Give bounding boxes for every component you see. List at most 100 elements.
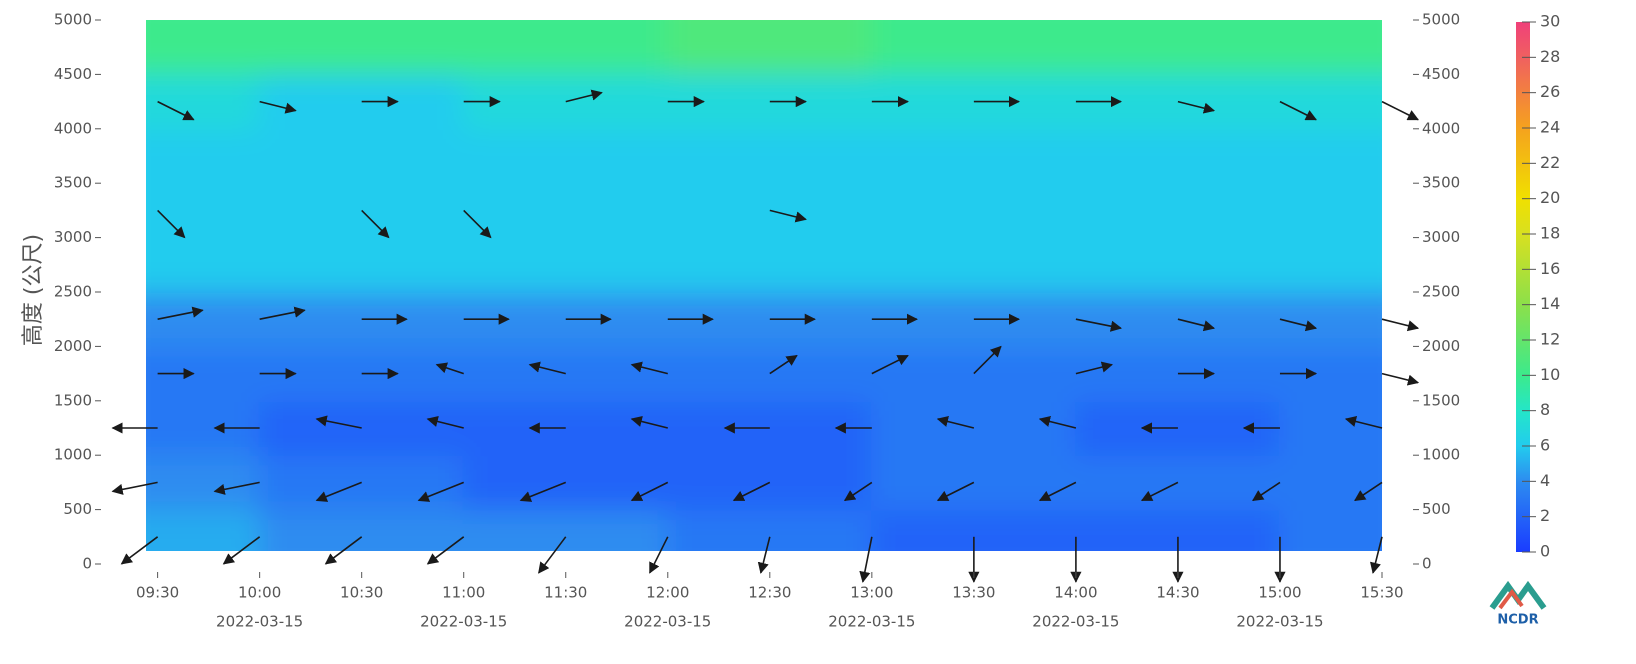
heat-cell bbox=[1278, 127, 1382, 185]
wind-arrow bbox=[1381, 100, 1420, 121]
wind-arrow bbox=[157, 100, 195, 121]
wind-arrow bbox=[1038, 416, 1077, 429]
heat-cell bbox=[1278, 20, 1382, 75]
y-tick-label: 3000 bbox=[54, 228, 92, 246]
heat-cell bbox=[258, 127, 465, 185]
wind-arrow bbox=[435, 362, 464, 375]
y-tick-label: 2500 bbox=[54, 283, 92, 301]
x-tick-label: 09:30 bbox=[136, 584, 179, 602]
heat-cell bbox=[870, 182, 1077, 239]
wind-arrow bbox=[1075, 361, 1113, 375]
heat-cell bbox=[146, 454, 262, 511]
wind-arrow bbox=[936, 481, 975, 502]
wind-arrow bbox=[538, 536, 567, 574]
y2-tick-label: 0 bbox=[1422, 555, 1432, 573]
heat-cell bbox=[462, 236, 669, 293]
y-tick-label: 0 bbox=[82, 555, 92, 573]
colorbar-tick-label: 20 bbox=[1540, 188, 1560, 207]
wind-arrow bbox=[1075, 318, 1123, 332]
y-tick-label: 4500 bbox=[54, 65, 92, 83]
wind-arrow bbox=[732, 481, 771, 502]
y2-tick-label: 4000 bbox=[1422, 119, 1460, 137]
y2-tick-label: 2500 bbox=[1422, 283, 1460, 301]
heat-cell bbox=[1074, 127, 1281, 185]
wind-arrow bbox=[1279, 100, 1317, 121]
heat-cell bbox=[258, 508, 465, 551]
heat-cell bbox=[1278, 454, 1382, 511]
heat-cell bbox=[666, 508, 873, 551]
heat-cell bbox=[146, 291, 262, 348]
x-tick-label: 13:30 bbox=[952, 584, 995, 602]
x-tick-label: 15:30 bbox=[1360, 584, 1403, 602]
colorbar-tick-label: 10 bbox=[1540, 365, 1560, 384]
wind-arrow bbox=[1381, 318, 1420, 332]
heat-cell bbox=[1074, 236, 1281, 293]
wind-arrow bbox=[1354, 481, 1383, 502]
wind-arrow bbox=[859, 536, 873, 583]
wind-arrow bbox=[1370, 536, 1383, 574]
heat-cell bbox=[462, 508, 669, 551]
heat-cell bbox=[1278, 399, 1382, 457]
x-tick-date: 2022-03-15 bbox=[1032, 613, 1119, 631]
logo-text: NCDR bbox=[1497, 613, 1538, 628]
wind-arrow bbox=[361, 209, 390, 239]
y2-tick-label: 3000 bbox=[1422, 228, 1460, 246]
heat-cell bbox=[1074, 20, 1281, 75]
heat-cell bbox=[146, 236, 262, 293]
heat-cell bbox=[870, 127, 1077, 185]
y-tick-label: 5000 bbox=[54, 11, 92, 29]
heat-cell bbox=[462, 127, 669, 185]
wind-arrow bbox=[426, 416, 464, 429]
y2-tick-label: 500 bbox=[1422, 500, 1451, 518]
x-tick-label: 15:00 bbox=[1258, 584, 1301, 602]
wind-arrow bbox=[111, 481, 158, 495]
x-tick-date: 2022-03-15 bbox=[828, 613, 915, 631]
heat-cell bbox=[870, 454, 1077, 511]
colorbar-tick-label: 12 bbox=[1540, 330, 1560, 349]
heat-cell bbox=[870, 20, 1077, 75]
wind-arrow bbox=[769, 209, 807, 223]
colorbar-tick-label: 26 bbox=[1540, 82, 1560, 101]
x-tick-date: 2022-03-15 bbox=[1236, 613, 1323, 631]
wind-arrow bbox=[157, 306, 204, 320]
colorbar-tick-label: 24 bbox=[1540, 118, 1560, 137]
heat-cell bbox=[258, 20, 465, 75]
y2-tick-label: 4500 bbox=[1422, 65, 1460, 83]
heat-cell bbox=[146, 127, 262, 185]
heat-cell bbox=[462, 182, 669, 239]
wind-arrow bbox=[528, 361, 566, 375]
wind-arrow bbox=[1252, 481, 1281, 502]
x-tick-label: 10:00 bbox=[238, 584, 281, 602]
x-tick-label: 12:30 bbox=[748, 584, 791, 602]
y2-tick-label: 2000 bbox=[1422, 337, 1460, 355]
wind-arrow bbox=[426, 536, 465, 565]
wind-arrow bbox=[1381, 372, 1420, 386]
colorbar-tick-label: 28 bbox=[1540, 47, 1560, 66]
colorbar bbox=[1516, 22, 1530, 552]
y-tick-label: 500 bbox=[63, 500, 92, 518]
x-tick-label: 12:00 bbox=[646, 584, 689, 602]
heat-cell bbox=[1278, 182, 1382, 239]
x-tick-label: 14:00 bbox=[1054, 584, 1097, 602]
x-tick-label: 13:00 bbox=[850, 584, 893, 602]
heat-cell bbox=[146, 182, 262, 239]
colorbar-tick-label: 16 bbox=[1540, 259, 1560, 278]
colorbar-tick-label: 8 bbox=[1540, 400, 1550, 419]
wind-arrow bbox=[1177, 100, 1216, 114]
x-tick-label: 14:30 bbox=[1156, 584, 1199, 602]
y2-tick-label: 1500 bbox=[1422, 391, 1460, 409]
heat-cell bbox=[1278, 508, 1382, 551]
heat-cell bbox=[870, 399, 1077, 457]
heat-cell bbox=[1074, 182, 1281, 239]
heat-cell bbox=[1278, 73, 1382, 130]
heat-cell bbox=[870, 236, 1077, 293]
y2-tick-label: 3500 bbox=[1422, 174, 1460, 192]
wind-arrow bbox=[463, 209, 492, 239]
x-tick-date: 2022-03-15 bbox=[624, 613, 711, 631]
wind-arrow bbox=[649, 536, 669, 574]
colorbar-tick-label: 6 bbox=[1540, 436, 1550, 455]
colorbar-tick-label: 18 bbox=[1540, 224, 1560, 243]
y2-tick-label: 1000 bbox=[1422, 446, 1460, 464]
y-tick-label: 1500 bbox=[54, 391, 92, 409]
y-tick-label: 3500 bbox=[54, 174, 92, 192]
